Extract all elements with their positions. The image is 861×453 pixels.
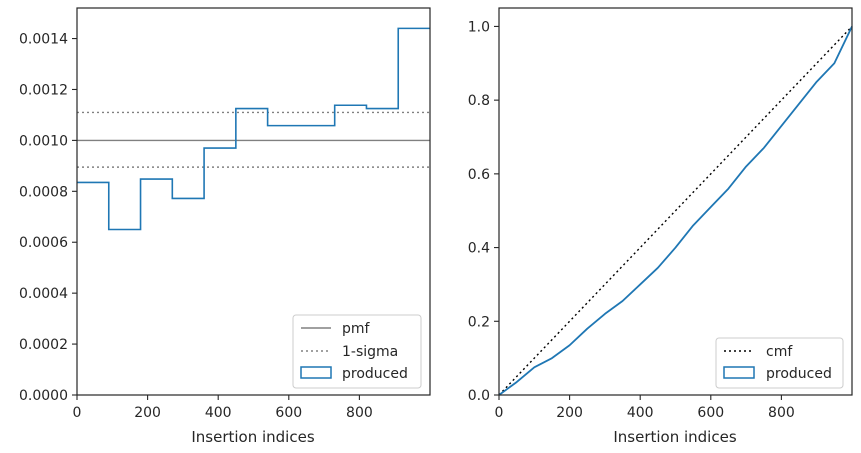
- left-x-axis-label: Insertion indices: [191, 428, 314, 446]
- left-x-tick-label: 200: [134, 405, 161, 421]
- right-x-tick-label: 800: [768, 405, 795, 421]
- right-x-axis-label: Insertion indices: [613, 428, 736, 446]
- left-y-tick-label: 0.0006: [19, 235, 68, 251]
- cmf-line: [498, 25, 853, 396]
- right-plot-area: [498, 25, 853, 396]
- left-y-tick-label: 0.0000: [19, 388, 68, 404]
- legend-produced-swatch: [723, 366, 755, 379]
- right-x-axis: 0 200 400 600 800: [495, 395, 795, 421]
- right-y-tick-label: 0.6: [468, 167, 490, 183]
- right-plot-frame: [498, 7, 853, 396]
- right-x-tick-label: 0: [495, 405, 504, 421]
- legend-produced-label: produced: [342, 366, 408, 382]
- right-y-tick-label: 1.0: [468, 19, 490, 35]
- left-y-tick-label: 0.0002: [19, 337, 68, 353]
- right-y-tick-label: 0.0: [468, 388, 490, 404]
- right-legend: cmf produced: [715, 337, 844, 389]
- left-x-tick-label: 400: [205, 405, 232, 421]
- right-x-tick-label: 200: [556, 405, 583, 421]
- produced-cumulative-line: [498, 26, 853, 396]
- right-y-axis: 0.0 0.2 0.4 0.6 0.8 1.0: [468, 19, 499, 404]
- right-y-tick-label: 0.8: [468, 93, 490, 109]
- left-legend: pmf 1-sigma produced: [292, 314, 422, 389]
- left-y-axis: 0.0000 0.0002 0.0004 0.0006 0.0008 0.0010 0.00…: [19, 32, 77, 404]
- left-plot-frame: [76, 7, 431, 396]
- legend-produced-swatch: [300, 366, 332, 379]
- right-legend-box: [715, 337, 844, 389]
- left-legend-box: [292, 314, 422, 389]
- legend-produced-label: produced: [766, 366, 832, 382]
- left-plot-area: [77, 27, 430, 231]
- left-x-tick-label: 600: [275, 405, 302, 421]
- left-y-tick-label: 0.0012: [19, 82, 68, 98]
- left-x-tick-label: 800: [346, 405, 373, 421]
- legend-1-sigma-label: 1-sigma: [342, 344, 398, 360]
- legend-pmf-label: pmf: [342, 321, 371, 337]
- legend-cmf-label: cmf: [766, 344, 793, 360]
- produced-histogram: [77, 27, 430, 231]
- right-x-tick-label: 600: [697, 405, 724, 421]
- left-chart: 0.0000 0.0002 0.0004 0.0006 0.0008 0.0010 0.00…: [19, 7, 431, 446]
- left-y-tick-label: 0.0004: [19, 286, 68, 302]
- left-y-tick-label: 0.0014: [19, 32, 68, 48]
- right-y-tick-label: 0.2: [468, 314, 490, 330]
- left-y-tick-label: 0.0008: [19, 184, 68, 200]
- left-x-tick-label: 0: [73, 405, 82, 421]
- right-y-tick-label: 0.4: [468, 241, 490, 257]
- left-y-tick-label: 0.0010: [19, 133, 68, 149]
- right-chart: 0.0 0.2 0.4 0.6 0.8 1.0 0 200 400 600 800 Inserti…: [468, 7, 853, 446]
- right-x-tick-label: 400: [627, 405, 654, 421]
- left-x-axis: 0 200 400 600 800: [73, 395, 373, 421]
